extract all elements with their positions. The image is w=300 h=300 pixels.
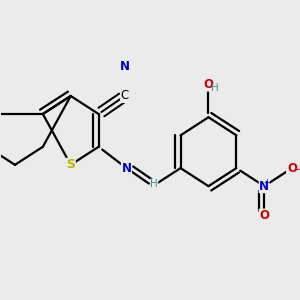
- Text: N: N: [259, 180, 269, 193]
- Text: S: S: [66, 158, 75, 171]
- Text: H: H: [150, 179, 158, 189]
- Text: O: O: [287, 162, 297, 175]
- Text: −: −: [294, 164, 300, 175]
- Text: C: C: [121, 89, 129, 103]
- Text: H: H: [211, 83, 219, 93]
- Text: +: +: [264, 178, 271, 187]
- Text: O: O: [203, 78, 214, 91]
- Text: O: O: [259, 209, 269, 222]
- Text: N: N: [122, 162, 131, 175]
- Text: N: N: [120, 60, 130, 73]
